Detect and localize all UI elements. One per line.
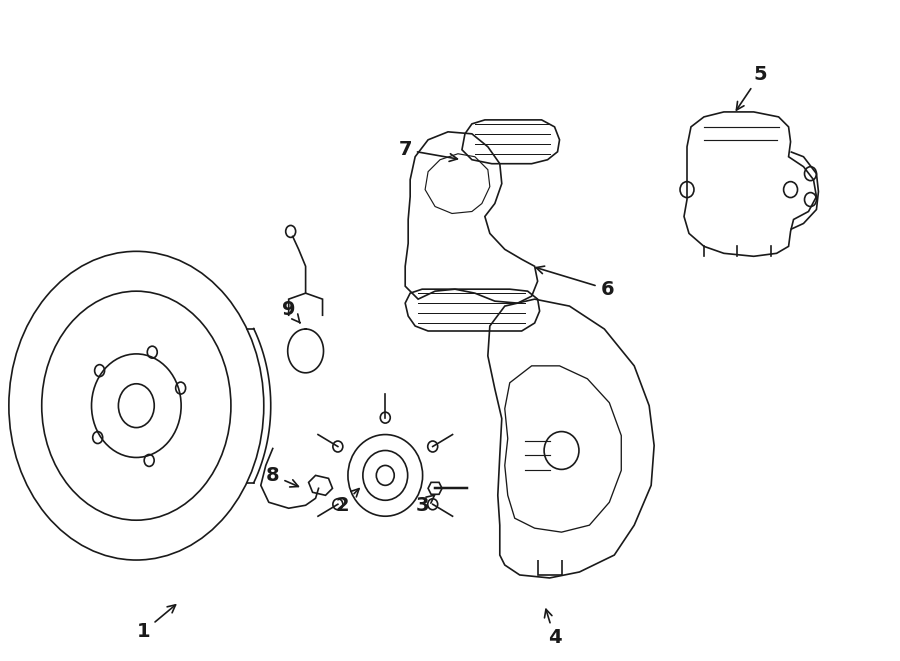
Text: 2: 2 [336,488,359,515]
Text: 1: 1 [137,605,176,641]
Text: 6: 6 [536,266,614,299]
Text: 8: 8 [266,466,299,487]
Text: 5: 5 [736,65,768,110]
Text: 9: 9 [282,299,300,323]
Text: 4: 4 [544,609,562,647]
Text: 7: 7 [399,140,457,161]
Text: 3: 3 [416,495,435,515]
